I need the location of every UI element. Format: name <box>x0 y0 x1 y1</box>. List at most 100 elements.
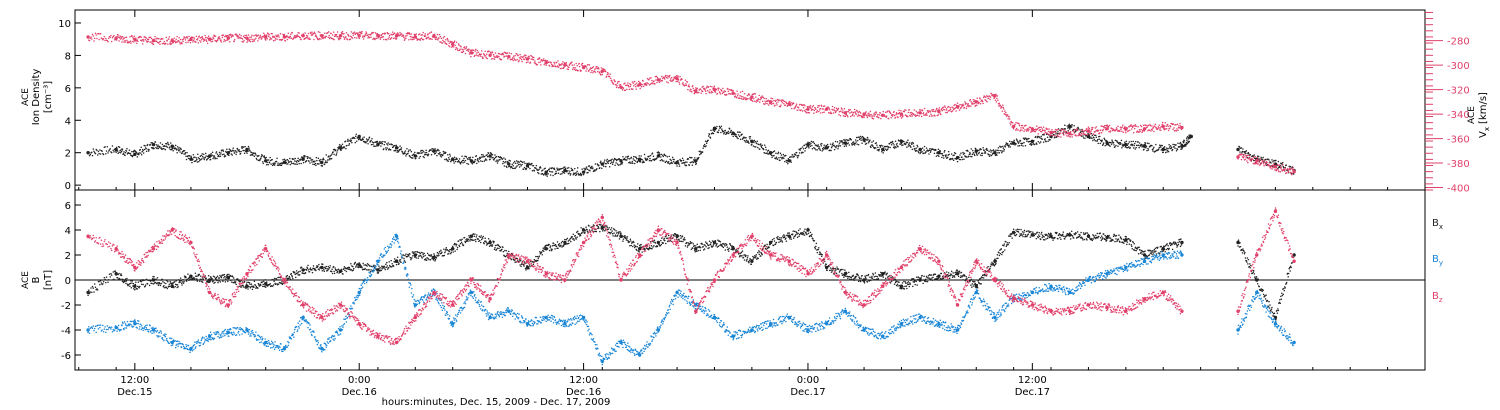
trace-point <box>264 157 266 160</box>
trace-point <box>504 161 506 164</box>
trace-point <box>334 149 337 151</box>
trace-point <box>910 115 912 117</box>
trace-point <box>409 33 411 35</box>
trace-point <box>351 37 354 39</box>
trace-point <box>479 55 482 57</box>
trace-point <box>779 152 782 155</box>
trace-point <box>1138 128 1141 131</box>
trace-point <box>678 163 680 165</box>
trace-point <box>437 148 439 151</box>
trace-point <box>395 37 398 39</box>
trace-point <box>971 153 974 156</box>
trace-point <box>818 105 821 107</box>
trace-point <box>929 111 932 113</box>
trace-point <box>909 111 912 114</box>
trace-point <box>757 146 759 149</box>
trace-point <box>865 142 868 145</box>
trace-point <box>168 36 171 38</box>
trace-point <box>1072 130 1075 132</box>
trace-point <box>130 280 132 282</box>
trace-point <box>617 86 620 89</box>
trace-point <box>1145 145 1148 147</box>
trace-point <box>719 93 722 95</box>
trace-point <box>1151 129 1154 131</box>
trace-point <box>1008 144 1010 146</box>
trace-point <box>209 158 212 161</box>
trace-point <box>1264 163 1267 166</box>
trace-point <box>337 36 339 38</box>
trace-point <box>722 87 724 90</box>
trace-point <box>422 155 424 158</box>
trace-point <box>388 36 390 38</box>
trace-point <box>1077 128 1080 130</box>
trace-point <box>354 137 356 140</box>
trace-point <box>682 159 685 162</box>
trace-point <box>577 172 579 175</box>
trace-point <box>448 158 451 161</box>
trace-point <box>142 152 145 154</box>
trace-point <box>539 57 541 60</box>
trace-point <box>397 151 400 153</box>
trace-point <box>908 109 911 111</box>
trace-point <box>363 35 366 38</box>
trace-point <box>890 116 892 119</box>
trace-point <box>480 53 482 56</box>
trace-point <box>887 146 890 148</box>
trace-point <box>302 161 305 164</box>
trace-point <box>783 103 785 105</box>
trace-point <box>276 157 278 159</box>
trace-point <box>918 115 920 117</box>
trace-point <box>443 151 446 153</box>
trace-point <box>274 37 277 40</box>
trace-point <box>1285 164 1287 166</box>
trace-point <box>690 88 692 91</box>
trace-point <box>125 280 128 282</box>
trace-point <box>344 140 347 142</box>
trace-point <box>1120 139 1123 142</box>
trace-point <box>1060 136 1062 138</box>
trace-point <box>745 136 747 139</box>
trace-point <box>165 145 168 147</box>
trace-point <box>943 151 946 153</box>
trace-point <box>779 106 782 108</box>
trace-point <box>550 171 552 173</box>
trace-point <box>1282 163 1284 166</box>
trace-point <box>712 132 715 135</box>
trace-point <box>903 110 906 113</box>
trace-point <box>124 39 126 42</box>
trace-point <box>984 152 987 154</box>
trace-point <box>314 160 316 162</box>
trace-point <box>494 154 496 156</box>
trace-point <box>383 148 385 150</box>
trace-point <box>1009 146 1011 148</box>
trace-point <box>321 165 324 167</box>
trace-point <box>656 157 658 159</box>
trace-point <box>314 162 317 165</box>
trace-point <box>717 131 720 134</box>
trace-point <box>737 93 739 95</box>
trace-point <box>646 158 649 161</box>
trace-point <box>821 147 824 150</box>
trace-point <box>1095 134 1097 137</box>
trace-point <box>430 31 433 33</box>
trace-point <box>413 153 415 155</box>
trace-point <box>1050 131 1053 133</box>
trace-point <box>911 148 914 151</box>
trace-point <box>1259 159 1261 162</box>
trace-point <box>122 278 124 281</box>
trace-point <box>574 67 576 69</box>
trace-point <box>648 159 651 162</box>
trace-point <box>260 36 262 38</box>
trace-point <box>1178 125 1180 127</box>
trace-point <box>1155 143 1157 146</box>
trace-point <box>545 173 548 176</box>
trace-point <box>289 157 291 160</box>
trace-point <box>744 96 746 99</box>
trace-point <box>205 40 208 42</box>
trace-point <box>668 76 670 78</box>
trace-point <box>193 36 195 39</box>
trace-point <box>1001 106 1003 109</box>
trace-point <box>204 156 206 159</box>
trace-point <box>1126 144 1129 146</box>
trace-point <box>529 167 531 170</box>
